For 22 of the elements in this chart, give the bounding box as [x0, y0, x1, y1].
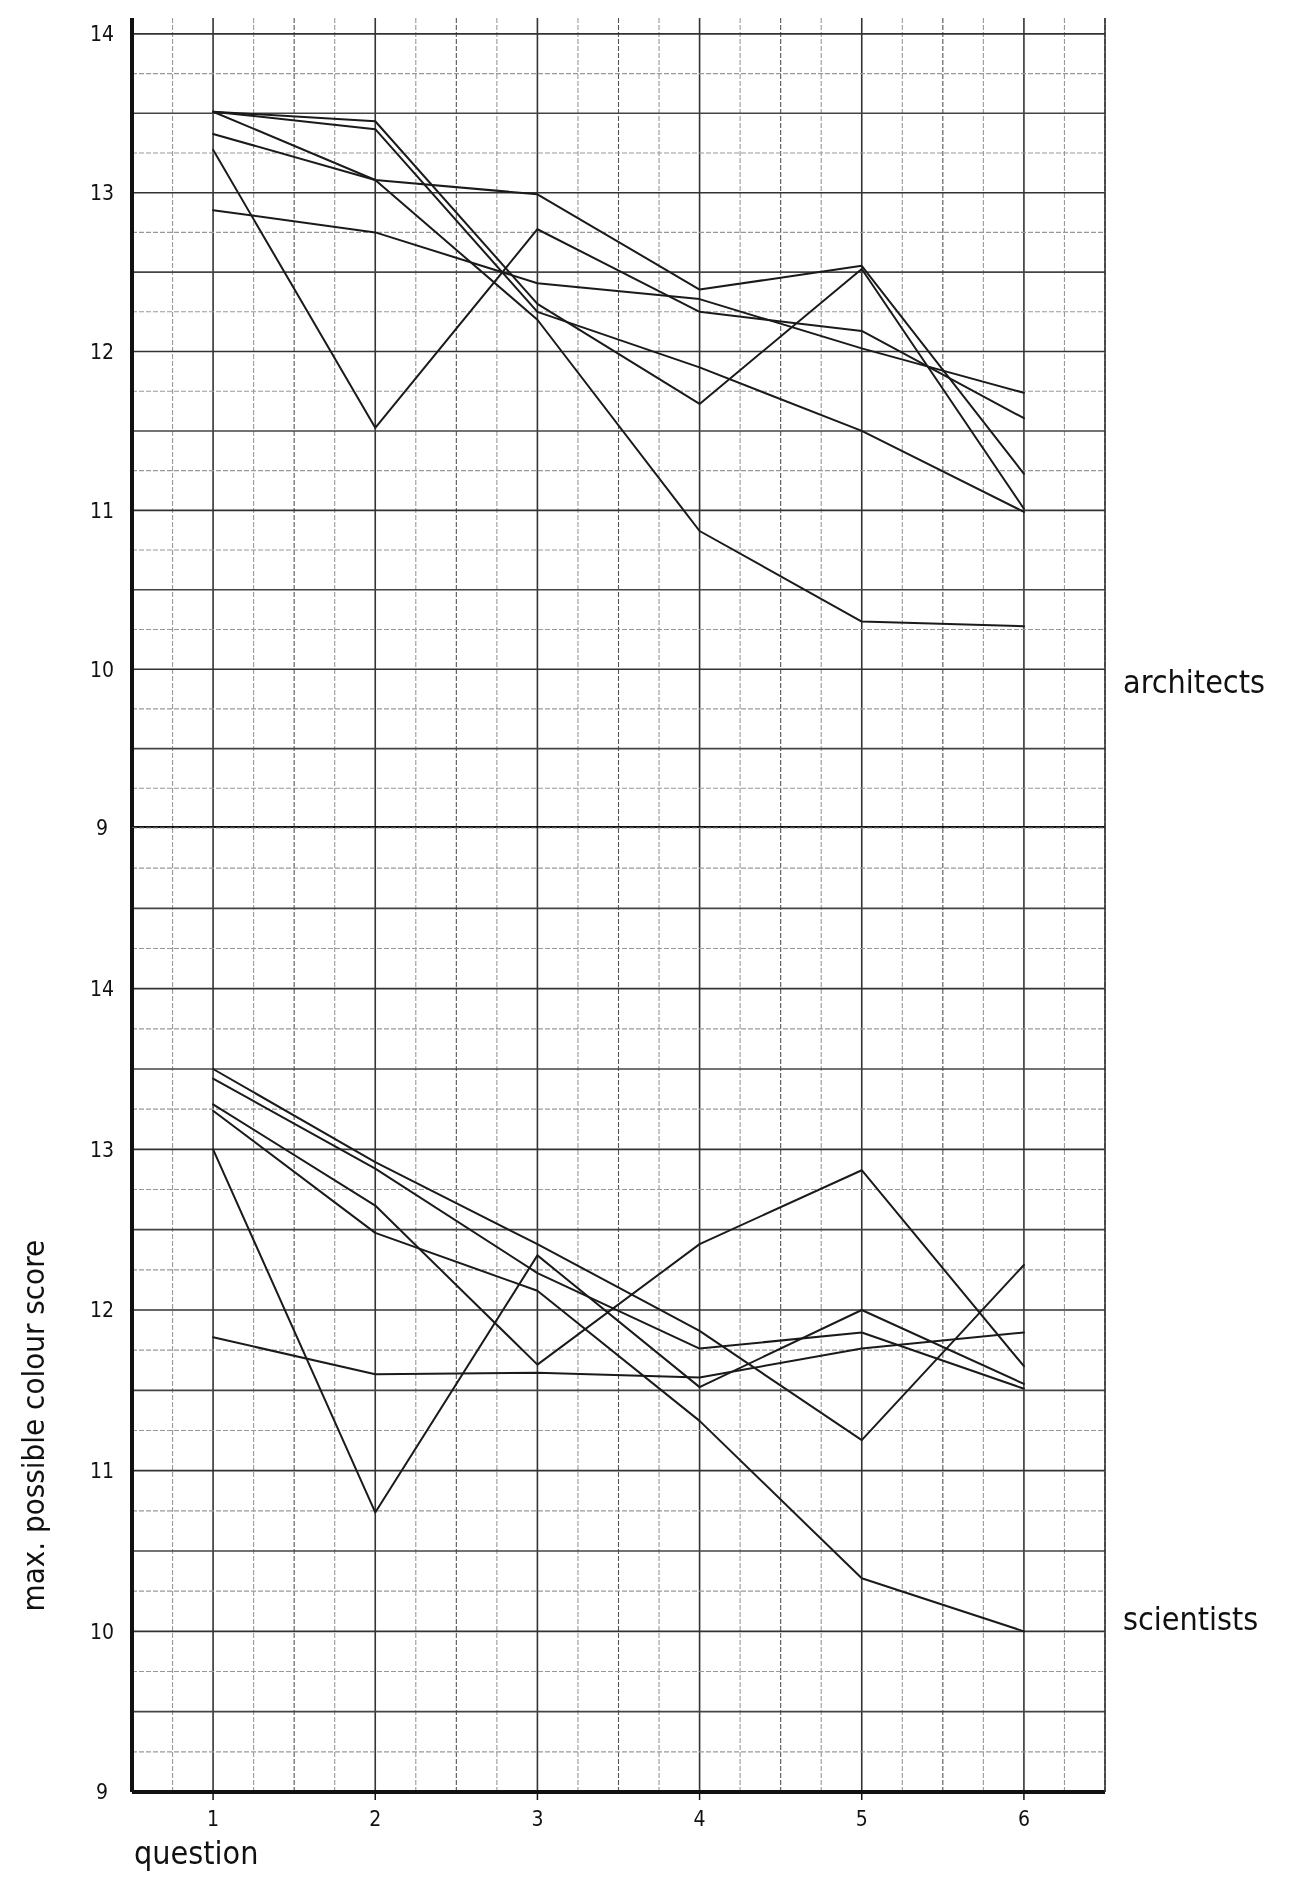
text: architects — [1123, 663, 1265, 702]
y-tick-label: 9 — [95, 1780, 109, 1805]
y-tick-label: 11 — [89, 498, 115, 523]
y-tick-label: 12 — [89, 1298, 115, 1323]
x-tick-label: 1 — [207, 1807, 220, 1831]
x-tick-label: 6 — [1017, 1807, 1030, 1831]
x-tick-label: 2 — [369, 1807, 382, 1831]
y-tick-label: 11 — [89, 1459, 115, 1484]
y-tick-label: 13 — [89, 181, 115, 206]
x-tick-label: 4 — [693, 1807, 706, 1831]
y-tick-label: 13 — [89, 1137, 115, 1162]
x-tick-label: 3 — [531, 1807, 544, 1831]
y-tick-label: 10 — [89, 657, 115, 682]
y-tick-label: 9 — [95, 816, 109, 841]
y-tick-label: 14 — [89, 977, 115, 1002]
y-tick-label: 14 — [89, 22, 115, 47]
y-tick-label: 12 — [89, 339, 115, 364]
y-axis-title: max. possible colour score — [15, 1239, 51, 1612]
y-tick-label: 10 — [89, 1619, 115, 1644]
x-axis-title: question — [134, 1834, 259, 1872]
x-tick-label: 5 — [855, 1807, 868, 1831]
text: scientists — [1123, 1599, 1259, 1638]
